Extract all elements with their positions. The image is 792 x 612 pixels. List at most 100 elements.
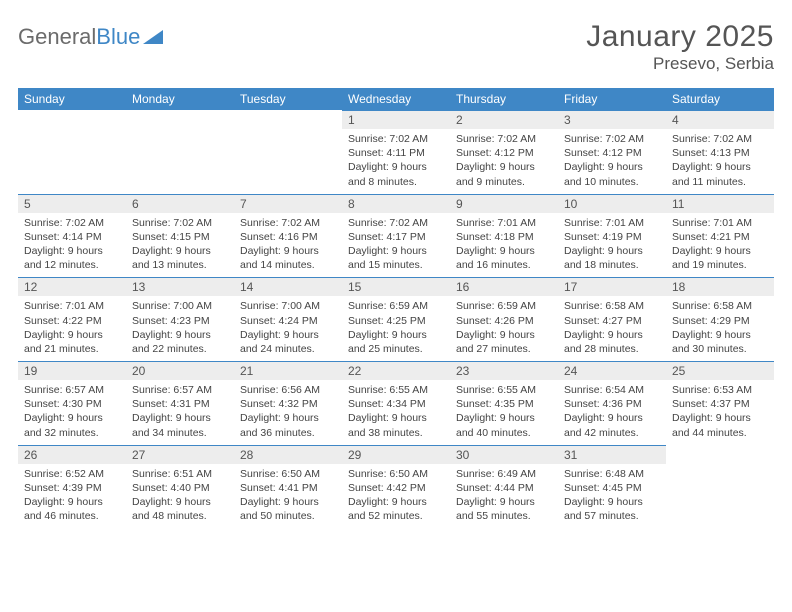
calendar-week-row: 26Sunrise: 6:52 AMSunset: 4:39 PMDayligh… (18, 445, 774, 529)
day-number: 9 (450, 194, 558, 213)
brand-part2: Blue (96, 24, 140, 50)
day-details: Sunrise: 6:50 AMSunset: 4:42 PMDaylight:… (342, 464, 450, 529)
day-number: 30 (450, 445, 558, 464)
weekday-header: Sunday (18, 88, 126, 110)
calendar-week-row: 19Sunrise: 6:57 AMSunset: 4:30 PMDayligh… (18, 361, 774, 445)
calendar-day-cell: 31Sunrise: 6:48 AMSunset: 4:45 PMDayligh… (558, 445, 666, 529)
day-details: Sunrise: 6:57 AMSunset: 4:31 PMDaylight:… (126, 380, 234, 445)
calendar-day-cell: 2Sunrise: 7:02 AMSunset: 4:12 PMDaylight… (450, 110, 558, 194)
calendar-day-cell: 8Sunrise: 7:02 AMSunset: 4:17 PMDaylight… (342, 194, 450, 278)
day-details: Sunrise: 7:00 AMSunset: 4:23 PMDaylight:… (126, 296, 234, 361)
calendar-day-cell: 21Sunrise: 6:56 AMSunset: 4:32 PMDayligh… (234, 361, 342, 445)
day-number: 23 (450, 361, 558, 380)
calendar-day-cell: 16Sunrise: 6:59 AMSunset: 4:26 PMDayligh… (450, 277, 558, 361)
day-number: 15 (342, 277, 450, 296)
calendar-day-cell: 20Sunrise: 6:57 AMSunset: 4:31 PMDayligh… (126, 361, 234, 445)
day-number: 16 (450, 277, 558, 296)
day-number: 6 (126, 194, 234, 213)
day-number: 27 (126, 445, 234, 464)
calendar-week-row: 12Sunrise: 7:01 AMSunset: 4:22 PMDayligh… (18, 277, 774, 361)
calendar-week-row: 5Sunrise: 7:02 AMSunset: 4:14 PMDaylight… (18, 194, 774, 278)
day-details: Sunrise: 6:50 AMSunset: 4:41 PMDaylight:… (234, 464, 342, 529)
calendar-empty-cell (666, 445, 774, 529)
day-details: Sunrise: 7:02 AMSunset: 4:15 PMDaylight:… (126, 213, 234, 278)
calendar-table: SundayMondayTuesdayWednesdayThursdayFrid… (18, 88, 774, 528)
day-details: Sunrise: 6:55 AMSunset: 4:34 PMDaylight:… (342, 380, 450, 445)
title-month: January 2025 (586, 20, 774, 54)
day-details: Sunrise: 7:02 AMSunset: 4:11 PMDaylight:… (342, 129, 450, 194)
calendar-day-cell: 9Sunrise: 7:01 AMSunset: 4:18 PMDaylight… (450, 194, 558, 278)
day-details: Sunrise: 7:02 AMSunset: 4:16 PMDaylight:… (234, 213, 342, 278)
calendar-day-cell: 27Sunrise: 6:51 AMSunset: 4:40 PMDayligh… (126, 445, 234, 529)
weekday-header: Wednesday (342, 88, 450, 110)
calendar-day-cell: 29Sunrise: 6:50 AMSunset: 4:42 PMDayligh… (342, 445, 450, 529)
day-number: 19 (18, 361, 126, 380)
weekday-header-row: SundayMondayTuesdayWednesdayThursdayFrid… (18, 88, 774, 110)
day-details: Sunrise: 7:02 AMSunset: 4:17 PMDaylight:… (342, 213, 450, 278)
calendar-day-cell: 15Sunrise: 6:59 AMSunset: 4:25 PMDayligh… (342, 277, 450, 361)
calendar-page: GeneralBlue January 2025 Presevo, Serbia… (0, 0, 792, 548)
calendar-day-cell: 25Sunrise: 6:53 AMSunset: 4:37 PMDayligh… (666, 361, 774, 445)
day-number: 14 (234, 277, 342, 296)
day-details: Sunrise: 7:02 AMSunset: 4:12 PMDaylight:… (558, 129, 666, 194)
weekday-header: Thursday (450, 88, 558, 110)
day-details: Sunrise: 6:53 AMSunset: 4:37 PMDaylight:… (666, 380, 774, 445)
calendar-day-cell: 26Sunrise: 6:52 AMSunset: 4:39 PMDayligh… (18, 445, 126, 529)
day-number: 17 (558, 277, 666, 296)
calendar-day-cell: 14Sunrise: 7:00 AMSunset: 4:24 PMDayligh… (234, 277, 342, 361)
day-number: 13 (126, 277, 234, 296)
calendar-day-cell: 23Sunrise: 6:55 AMSunset: 4:35 PMDayligh… (450, 361, 558, 445)
calendar-body: 1Sunrise: 7:02 AMSunset: 4:11 PMDaylight… (18, 110, 774, 528)
day-number: 24 (558, 361, 666, 380)
day-number: 4 (666, 110, 774, 129)
page-header: GeneralBlue January 2025 Presevo, Serbia (18, 20, 774, 74)
day-number: 2 (450, 110, 558, 129)
day-number: 18 (666, 277, 774, 296)
calendar-empty-cell (126, 110, 234, 194)
day-number: 29 (342, 445, 450, 464)
day-number: 31 (558, 445, 666, 464)
day-number: 28 (234, 445, 342, 464)
calendar-day-cell: 7Sunrise: 7:02 AMSunset: 4:16 PMDaylight… (234, 194, 342, 278)
weekday-header: Friday (558, 88, 666, 110)
title-location: Presevo, Serbia (586, 54, 774, 74)
calendar-day-cell: 10Sunrise: 7:01 AMSunset: 4:19 PMDayligh… (558, 194, 666, 278)
calendar-day-cell: 13Sunrise: 7:00 AMSunset: 4:23 PMDayligh… (126, 277, 234, 361)
day-number: 3 (558, 110, 666, 129)
day-details: Sunrise: 7:01 AMSunset: 4:18 PMDaylight:… (450, 213, 558, 278)
day-details: Sunrise: 7:01 AMSunset: 4:22 PMDaylight:… (18, 296, 126, 361)
day-number: 1 (342, 110, 450, 129)
calendar-day-cell: 19Sunrise: 6:57 AMSunset: 4:30 PMDayligh… (18, 361, 126, 445)
day-number: 12 (18, 277, 126, 296)
day-details: Sunrise: 6:56 AMSunset: 4:32 PMDaylight:… (234, 380, 342, 445)
day-details: Sunrise: 7:02 AMSunset: 4:14 PMDaylight:… (18, 213, 126, 278)
day-number: 8 (342, 194, 450, 213)
day-details: Sunrise: 6:52 AMSunset: 4:39 PMDaylight:… (18, 464, 126, 529)
day-number: 10 (558, 194, 666, 213)
calendar-day-cell: 28Sunrise: 6:50 AMSunset: 4:41 PMDayligh… (234, 445, 342, 529)
weekday-header: Monday (126, 88, 234, 110)
weekday-header: Saturday (666, 88, 774, 110)
calendar-empty-cell (18, 110, 126, 194)
day-number: 11 (666, 194, 774, 213)
brand-logo: GeneralBlue (18, 20, 163, 50)
day-details: Sunrise: 7:02 AMSunset: 4:13 PMDaylight:… (666, 129, 774, 194)
calendar-day-cell: 24Sunrise: 6:54 AMSunset: 4:36 PMDayligh… (558, 361, 666, 445)
day-details: Sunrise: 7:00 AMSunset: 4:24 PMDaylight:… (234, 296, 342, 361)
day-number: 20 (126, 361, 234, 380)
title-block: January 2025 Presevo, Serbia (586, 20, 774, 74)
calendar-day-cell: 5Sunrise: 7:02 AMSunset: 4:14 PMDaylight… (18, 194, 126, 278)
triangle-icon (143, 24, 163, 50)
day-details: Sunrise: 7:01 AMSunset: 4:19 PMDaylight:… (558, 213, 666, 278)
calendar-day-cell: 12Sunrise: 7:01 AMSunset: 4:22 PMDayligh… (18, 277, 126, 361)
calendar-day-cell: 11Sunrise: 7:01 AMSunset: 4:21 PMDayligh… (666, 194, 774, 278)
calendar-day-cell: 18Sunrise: 6:58 AMSunset: 4:29 PMDayligh… (666, 277, 774, 361)
calendar-day-cell: 4Sunrise: 7:02 AMSunset: 4:13 PMDaylight… (666, 110, 774, 194)
day-details: Sunrise: 6:59 AMSunset: 4:25 PMDaylight:… (342, 296, 450, 361)
brand-part1: General (18, 24, 96, 50)
day-number: 25 (666, 361, 774, 380)
calendar-empty-cell (234, 110, 342, 194)
calendar-day-cell: 1Sunrise: 7:02 AMSunset: 4:11 PMDaylight… (342, 110, 450, 194)
calendar-day-cell: 17Sunrise: 6:58 AMSunset: 4:27 PMDayligh… (558, 277, 666, 361)
day-number: 21 (234, 361, 342, 380)
